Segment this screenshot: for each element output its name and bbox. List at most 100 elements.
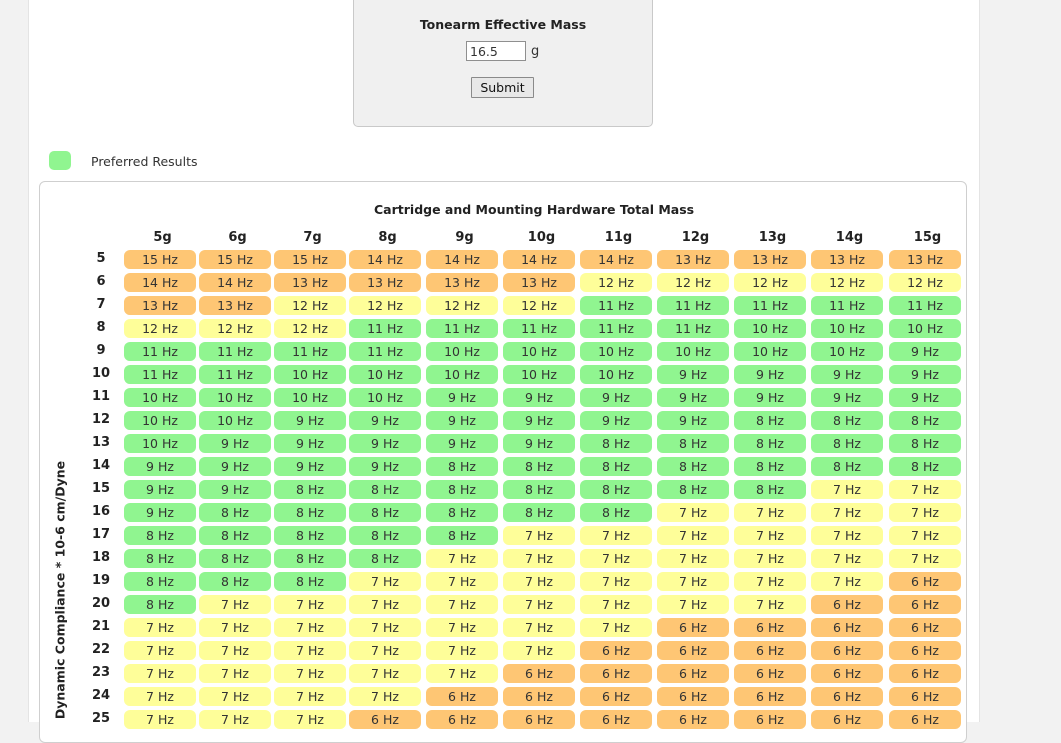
- frequency-cell: 8 Hz: [349, 526, 421, 545]
- frequency-cell: 8 Hz: [199, 549, 271, 568]
- frequency-cell: 8 Hz: [580, 480, 652, 499]
- frequency-cell: 8 Hz: [503, 457, 575, 476]
- frequency-cell: 9 Hz: [274, 457, 346, 476]
- frequency-cell: 8 Hz: [734, 411, 806, 430]
- frequency-cell: 7 Hz: [889, 480, 961, 499]
- frequency-cell: 9 Hz: [124, 457, 196, 476]
- frequency-cell: 7 Hz: [349, 641, 421, 660]
- frequency-cell: 11 Hz: [734, 296, 806, 315]
- frequency-cell: 9 Hz: [811, 388, 883, 407]
- frequency-cell: 7 Hz: [889, 526, 961, 545]
- frequency-cell: 8 Hz: [657, 480, 729, 499]
- frequency-cell: 6 Hz: [734, 710, 806, 729]
- frequency-cell: 7 Hz: [426, 572, 498, 591]
- frequency-cell: 12 Hz: [734, 273, 806, 292]
- column-header: 8g: [378, 230, 397, 245]
- frequency-cell: 14 Hz: [503, 250, 575, 269]
- frequency-cell: 8 Hz: [124, 549, 196, 568]
- frequency-cell: 7 Hz: [199, 618, 271, 637]
- frequency-cell: 8 Hz: [349, 503, 421, 522]
- frequency-cell: 7 Hz: [124, 664, 196, 683]
- frequency-cell: 7 Hz: [811, 549, 883, 568]
- column-header: 10g: [527, 230, 556, 245]
- frequency-cell: 7 Hz: [274, 618, 346, 637]
- frequency-cell: 7 Hz: [657, 503, 729, 522]
- frequency-cell: 8 Hz: [124, 526, 196, 545]
- frequency-cell: 8 Hz: [124, 595, 196, 614]
- frequency-cell: 7 Hz: [274, 641, 346, 660]
- frequency-cell: 8 Hz: [889, 457, 961, 476]
- frequency-cell: 9 Hz: [274, 411, 346, 430]
- frequency-cell: 8 Hz: [734, 457, 806, 476]
- frequency-cell: 9 Hz: [349, 434, 421, 453]
- frequency-cell: 11 Hz: [657, 296, 729, 315]
- frequency-cell: 7 Hz: [503, 526, 575, 545]
- column-header: 9g: [455, 230, 474, 245]
- frequency-cell: 7 Hz: [503, 595, 575, 614]
- frequency-cell: 12 Hz: [503, 296, 575, 315]
- frequency-cell: 11 Hz: [503, 319, 575, 338]
- row-header: 13: [91, 435, 111, 450]
- frequency-cell: 8 Hz: [349, 480, 421, 499]
- frequency-cell: 10 Hz: [349, 365, 421, 384]
- frequency-cell: 7 Hz: [889, 503, 961, 522]
- frequency-cell: 11 Hz: [580, 296, 652, 315]
- row-header: 23: [91, 665, 111, 680]
- frequency-cell: 6 Hz: [734, 618, 806, 637]
- frequency-cell: 12 Hz: [124, 319, 196, 338]
- frequency-cell: 10 Hz: [199, 411, 271, 430]
- frequency-cell: 6 Hz: [811, 687, 883, 706]
- frequency-cell: 10 Hz: [124, 434, 196, 453]
- frequency-cell: 14 Hz: [199, 273, 271, 292]
- frequency-cell: 7 Hz: [349, 618, 421, 637]
- frequency-cell: 7 Hz: [503, 618, 575, 637]
- frequency-cell: 9 Hz: [889, 388, 961, 407]
- frequency-cell: 7 Hz: [426, 595, 498, 614]
- frequency-cell: 9 Hz: [124, 503, 196, 522]
- frequency-cell: 6 Hz: [734, 641, 806, 660]
- frequency-cell: 6 Hz: [734, 664, 806, 683]
- frequency-cell: 11 Hz: [199, 342, 271, 361]
- frequency-cell: 14 Hz: [124, 273, 196, 292]
- frequency-cell: 11 Hz: [426, 319, 498, 338]
- frequency-cell: 9 Hz: [199, 480, 271, 499]
- frequency-cell: 9 Hz: [274, 434, 346, 453]
- frequency-cell: 8 Hz: [426, 457, 498, 476]
- frequency-cell: 10 Hz: [889, 319, 961, 338]
- frequency-cell: 10 Hz: [124, 388, 196, 407]
- frequency-cell: 6 Hz: [426, 687, 498, 706]
- frequency-cell: 9 Hz: [580, 388, 652, 407]
- frequency-cell: 7 Hz: [199, 641, 271, 660]
- frequency-cell: 7 Hz: [124, 687, 196, 706]
- frequency-cell: 7 Hz: [811, 503, 883, 522]
- frequency-cell: 8 Hz: [349, 549, 421, 568]
- frequency-cell: 7 Hz: [426, 549, 498, 568]
- frequency-cell: 9 Hz: [889, 342, 961, 361]
- frequency-cell: 10 Hz: [349, 388, 421, 407]
- frequency-cell: 7 Hz: [734, 572, 806, 591]
- frequency-cell: 8 Hz: [199, 526, 271, 545]
- frequency-cell: 9 Hz: [657, 411, 729, 430]
- frequency-cell: 9 Hz: [657, 365, 729, 384]
- frequency-cell: 9 Hz: [503, 434, 575, 453]
- frequency-cell: 7 Hz: [199, 595, 271, 614]
- row-header: 16: [91, 504, 111, 519]
- frequency-cell: 8 Hz: [199, 572, 271, 591]
- frequency-cell: 9 Hz: [889, 365, 961, 384]
- row-header: 12: [91, 412, 111, 427]
- frequency-cell: 7 Hz: [426, 641, 498, 660]
- frequency-cell: 9 Hz: [657, 388, 729, 407]
- column-header: 12g: [681, 230, 710, 245]
- row-header: 5: [96, 251, 106, 266]
- frequency-cell: 11 Hz: [124, 365, 196, 384]
- frequency-cell: 12 Hz: [889, 273, 961, 292]
- tonearm-mass-input[interactable]: [466, 41, 526, 61]
- frequency-cell: 7 Hz: [349, 595, 421, 614]
- frequency-cell: 6 Hz: [889, 641, 961, 660]
- frequency-cell: 8 Hz: [426, 480, 498, 499]
- submit-button[interactable]: Submit: [471, 77, 534, 98]
- frequency-cell: 9 Hz: [811, 365, 883, 384]
- frequency-cell: 7 Hz: [580, 595, 652, 614]
- frequency-cell: 10 Hz: [734, 342, 806, 361]
- frequency-cell: 11 Hz: [124, 342, 196, 361]
